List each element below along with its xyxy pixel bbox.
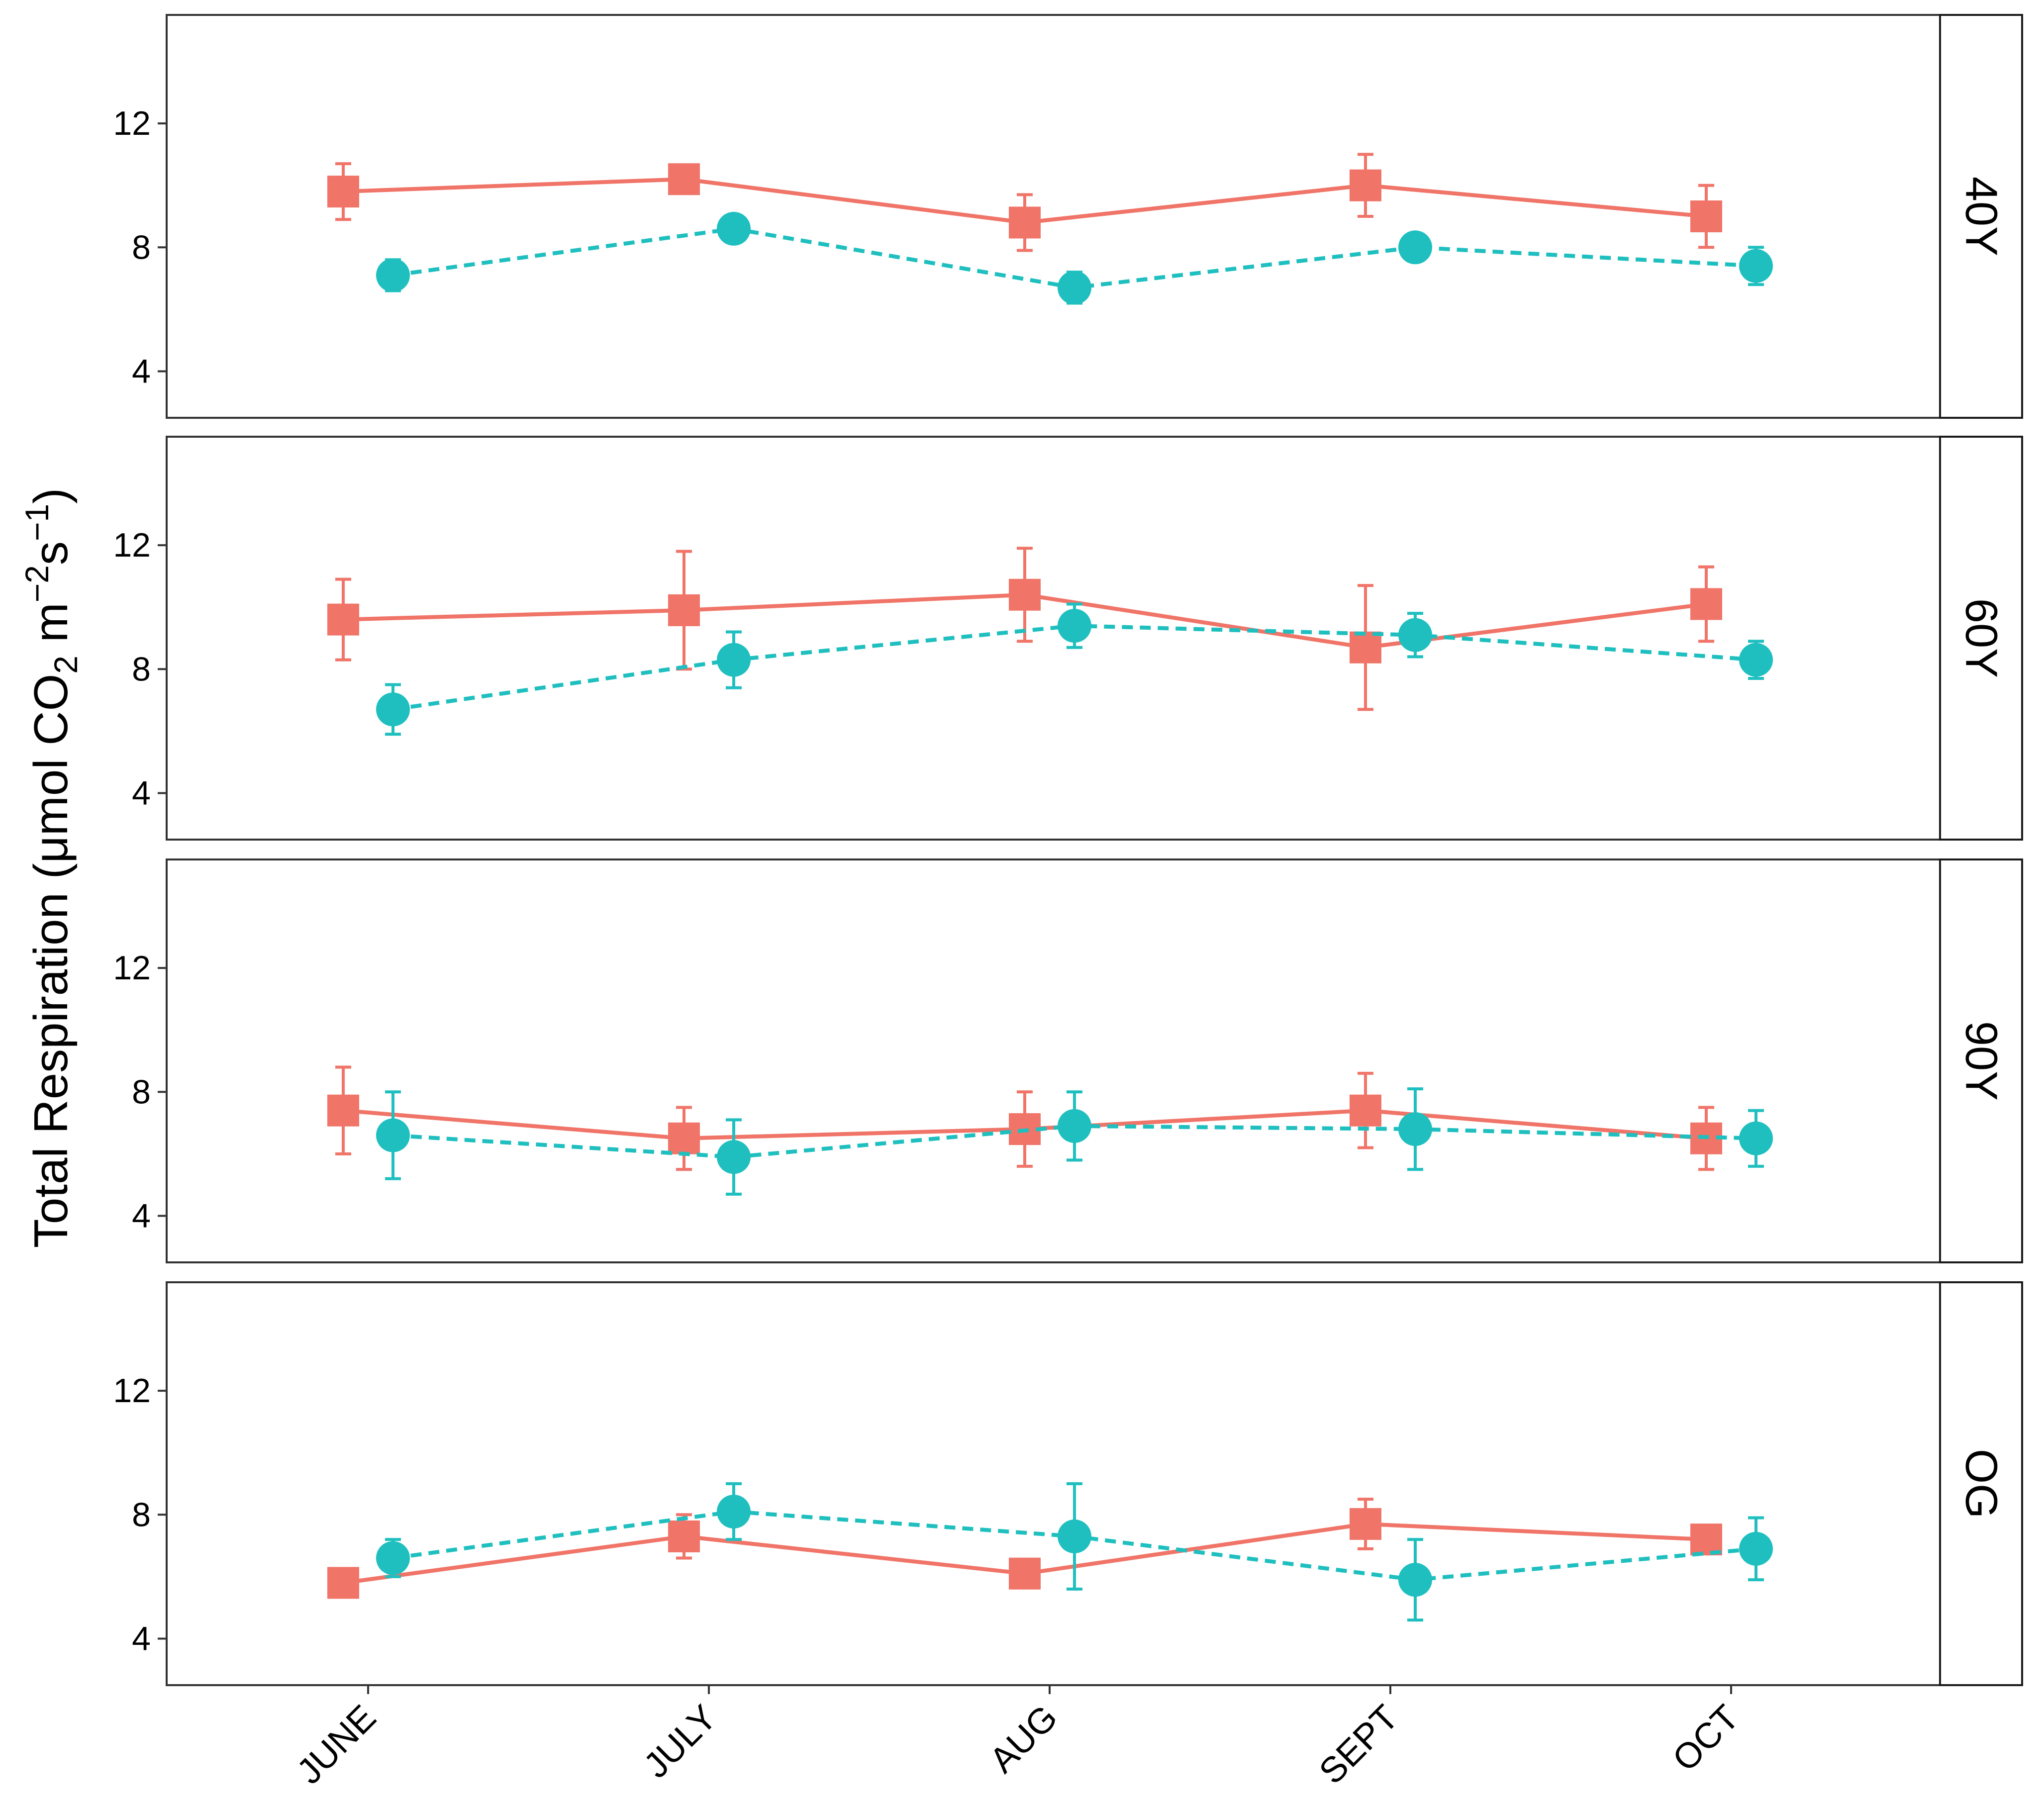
data-point-square xyxy=(1350,631,1381,664)
panel-border xyxy=(166,858,1941,1263)
data-point-circle xyxy=(717,1140,751,1174)
series-1 xyxy=(327,1065,1722,1171)
data-point-circle xyxy=(376,692,410,727)
facet-strip-label: 40Y xyxy=(1956,177,2006,256)
y-tick-label: 8 xyxy=(132,228,151,266)
data-point-circle xyxy=(717,643,751,677)
data-point-square xyxy=(327,1567,359,1599)
data-point-circle xyxy=(717,211,751,246)
panel-border xyxy=(166,436,1941,841)
y-tick-label: 8 xyxy=(132,650,151,688)
y-axis-title-superscript-1: −2 xyxy=(18,565,55,602)
y-tick-label: 12 xyxy=(113,1372,151,1410)
series-1 xyxy=(327,1498,1722,1599)
y-tick-label: 12 xyxy=(113,104,151,142)
facet-strip xyxy=(1939,1281,2023,1686)
panel-og: OG 4 8 12 xyxy=(113,1281,2023,1686)
x-axis: JUNE JULY AUG SEPT OCT xyxy=(290,1685,1747,1792)
series-2 xyxy=(376,1482,1773,1622)
y-tick-label: 4 xyxy=(132,774,151,812)
data-point-square xyxy=(668,594,700,626)
data-point-circle xyxy=(1058,609,1091,643)
data-point-circle xyxy=(1398,1563,1432,1597)
y-tick-label: 4 xyxy=(132,1197,151,1235)
data-point-circle xyxy=(1739,1121,1773,1155)
y-axis-title-mid-2: s xyxy=(24,541,78,565)
data-point-square xyxy=(327,1094,359,1127)
data-point-square xyxy=(1009,578,1041,611)
data-point-circle xyxy=(1058,1109,1091,1143)
data-point-circle xyxy=(1398,230,1432,265)
x-tick-label: JUNE xyxy=(290,1698,384,1792)
y-axis-title-subscript: 2 xyxy=(47,656,84,674)
facet-strip-label: 60Y xyxy=(1956,598,2006,678)
panel-40y: 40Y 4 8 12 xyxy=(113,14,2023,419)
data-point-square xyxy=(1350,1094,1381,1127)
y-tick-label: 8 xyxy=(132,1496,151,1533)
data-point-square xyxy=(1350,169,1381,201)
series-2 xyxy=(376,602,1773,736)
data-point-square xyxy=(327,176,359,208)
data-point-square xyxy=(1690,200,1722,232)
data-point-circle xyxy=(1398,618,1432,652)
facet-strip xyxy=(1939,858,2023,1263)
data-point-circle xyxy=(1739,1531,1773,1566)
panel-90y: 90Y 4 8 12 xyxy=(113,858,2023,1263)
facet-strip-label: 90Y xyxy=(1956,1021,2006,1101)
series-2 xyxy=(376,211,1773,305)
data-point-square xyxy=(1690,588,1722,620)
y-tick-label: 4 xyxy=(132,1620,151,1658)
y-axis-title-superscript-2: −1 xyxy=(18,504,55,541)
x-tick-label: OCT xyxy=(1665,1698,1747,1779)
panel-border xyxy=(166,1281,1941,1686)
facet-strip xyxy=(1939,436,2023,841)
facet-strip xyxy=(1939,14,2023,419)
series-2 xyxy=(376,1087,1773,1196)
y-axis-title-end: ) xyxy=(24,488,78,504)
data-point-circle xyxy=(1739,643,1773,677)
data-point-circle xyxy=(717,1495,751,1529)
data-point-circle xyxy=(376,258,410,292)
y-tick-label: 8 xyxy=(132,1073,151,1111)
data-point-square xyxy=(327,603,359,636)
y-tick-label: 12 xyxy=(113,949,151,987)
data-point-square xyxy=(668,1520,700,1552)
y-tick-label: 12 xyxy=(113,526,151,564)
x-tick-label: JULY xyxy=(636,1698,724,1786)
y-axis-title-text: Total Respiration (μmol CO xyxy=(24,674,78,1248)
y-axis-title-mid: m xyxy=(24,602,78,656)
panel-60y: 60Y 4 8 12 xyxy=(113,436,2023,841)
data-point-square xyxy=(668,1122,700,1154)
data-point-circle xyxy=(1058,271,1091,305)
data-point-square xyxy=(1009,1557,1041,1590)
data-point-square xyxy=(1009,206,1041,239)
x-tick-label: SEPT xyxy=(1312,1698,1406,1792)
data-point-circle xyxy=(1058,1519,1091,1553)
panel-border xyxy=(166,14,1941,419)
data-point-circle xyxy=(1739,249,1773,283)
series-1 xyxy=(327,547,1722,711)
x-tick-label: AUG xyxy=(982,1698,1065,1781)
y-axis-title: Total Respiration (μmol CO2 m−2s−1) xyxy=(18,488,84,1248)
y-tick-label: 4 xyxy=(132,353,151,390)
data-point-square xyxy=(1690,1523,1722,1556)
facet-strip-label: OG xyxy=(1956,1449,2006,1519)
data-point-circle xyxy=(376,1541,410,1575)
panels-layer: 40Y 4 8 12 60Y 4 8 12 90Y 4 8 12 OG 4 8 12 xyxy=(113,14,2023,1686)
data-point-circle xyxy=(1398,1112,1432,1146)
data-point-square xyxy=(668,163,700,195)
data-point-circle xyxy=(376,1118,410,1152)
data-point-square xyxy=(1350,1508,1381,1540)
series-1 xyxy=(327,153,1722,252)
